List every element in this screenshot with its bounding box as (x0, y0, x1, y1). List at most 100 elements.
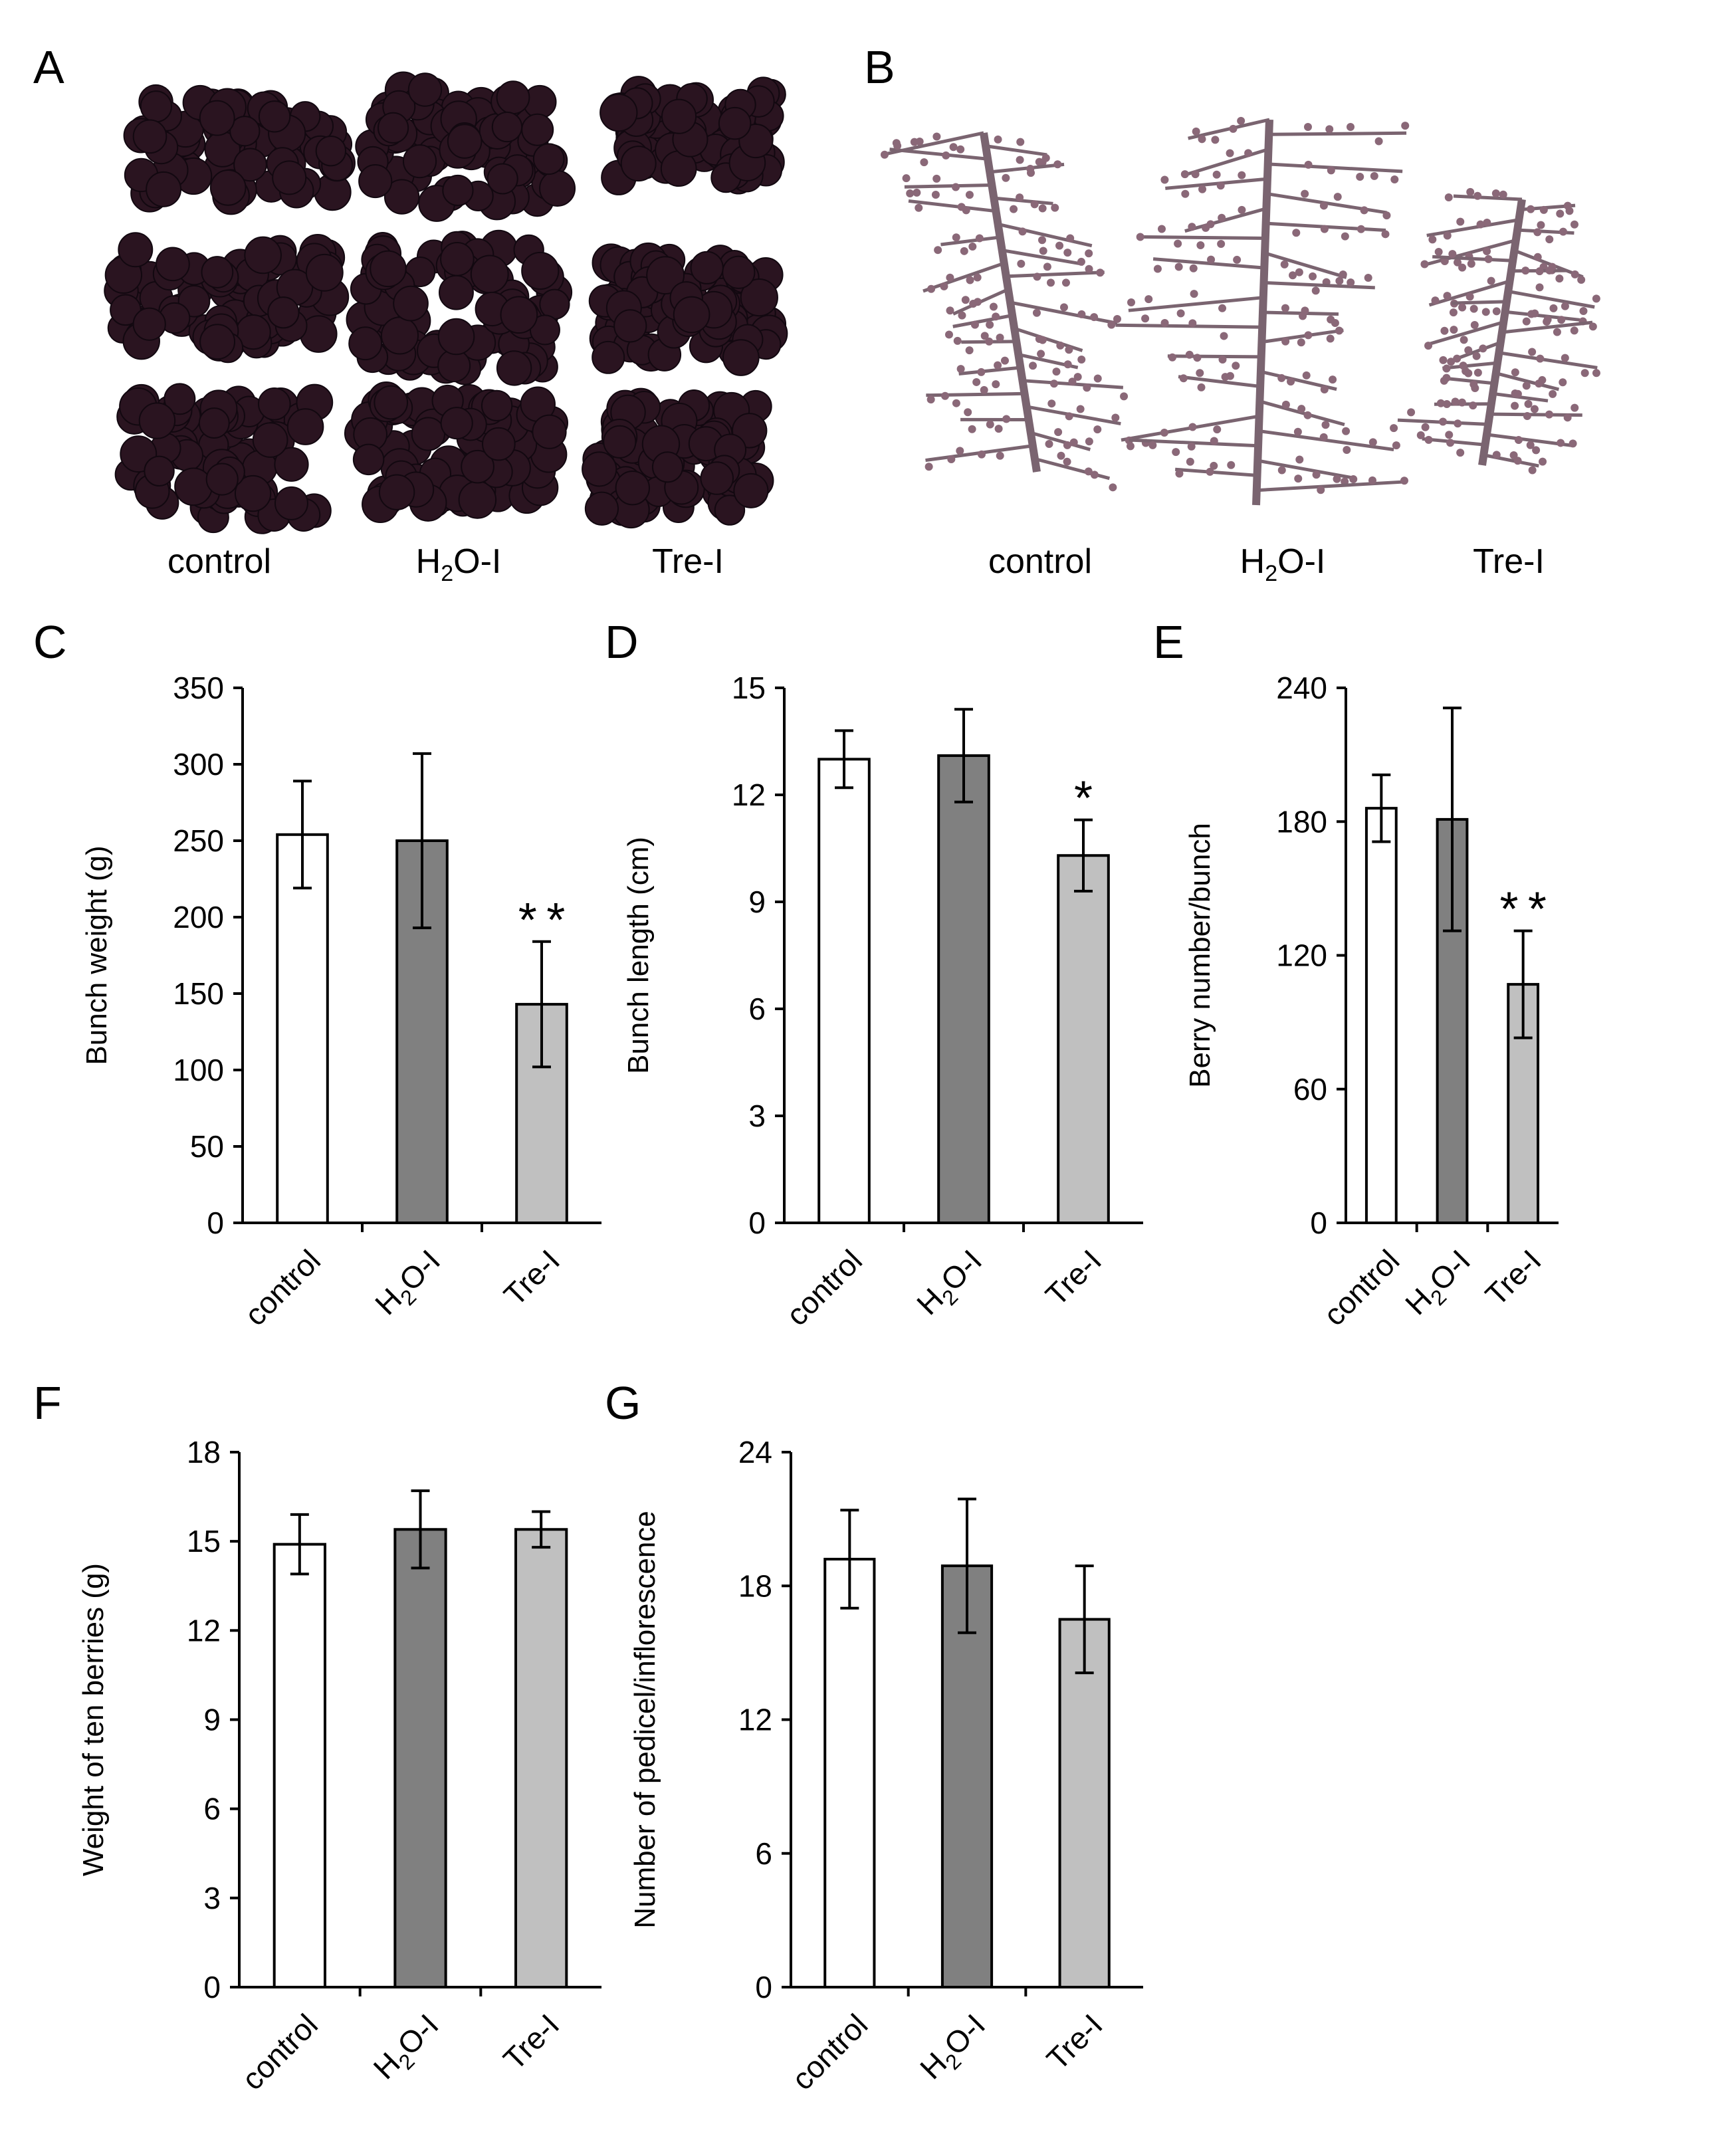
chart-e: E 0 60 120 180 240 Berry number/bunch controlH2… (1153, 616, 1559, 1333)
x-tick-label: Tre-I (1039, 1243, 1108, 1312)
chart-g: G 0 6 12 18 24 Number of pedicel/inflorescence… (605, 1377, 1143, 2097)
inflorescence (880, 131, 1129, 492)
bar-trei (1058, 1618, 1111, 1988)
y-tick-label: 15 (187, 1524, 221, 1558)
grape-bunch (104, 232, 350, 364)
y-tick-label: 240 (1276, 671, 1327, 705)
bar-control (817, 758, 871, 1225)
y-tick-label: 120 (1276, 938, 1327, 973)
y-tick-label: 100 (173, 1053, 224, 1087)
y-tick-label: 18 (187, 1435, 221, 1469)
bar-trei (514, 1528, 568, 1989)
x-tick-label: control (238, 1243, 327, 1332)
y-tick-label: 3 (748, 1099, 766, 1133)
bar-trei (1057, 854, 1110, 1224)
y-tick-label: 6 (748, 992, 766, 1026)
x-tick-label: control (780, 1243, 869, 1332)
photo-b-label-h2o: H2O-I (1240, 542, 1326, 586)
y-tick-label: 18 (738, 1568, 772, 1603)
grape-bunch (355, 71, 576, 222)
y-tick-label: 9 (748, 885, 766, 919)
y-tick-label: 9 (203, 1703, 221, 1737)
bar-h2oi (940, 1564, 994, 1988)
x-tick-label: control (235, 2007, 324, 2096)
y-tick-label: 6 (755, 1836, 772, 1871)
x-tick-label: H2O-I (368, 1243, 451, 1325)
x-tick-label: H2O-I (367, 2007, 449, 2089)
panel-letter: C (33, 616, 67, 668)
bar-control (823, 1558, 876, 1988)
x-tick-label: H2O-I (1398, 1243, 1481, 1325)
bar-trei (1507, 983, 1540, 1224)
panel-letter-b: B (864, 41, 895, 93)
y-axis-label: Number of pedicel/inflorescence (629, 1511, 661, 1929)
y-tick-label: 150 (173, 976, 224, 1011)
y-tick-label: 0 (203, 1970, 221, 2004)
y-tick-label: 250 (173, 823, 224, 858)
significance-marker: * * (518, 894, 565, 947)
panel-a: A control H2O-I Tre-I (33, 41, 788, 586)
x-tick-label: Tre-I (1479, 1243, 1548, 1312)
y-tick-label: 50 (190, 1129, 224, 1164)
y-tick-label: 12 (738, 1703, 772, 1737)
grape-bunch (588, 242, 788, 376)
photo-a-label-control: control (167, 542, 271, 581)
x-tick-label: control (1317, 1243, 1406, 1332)
panel-letter: D (605, 616, 639, 668)
y-tick-label: 15 (732, 671, 766, 705)
photo-b-label-tre: Tre-I (1473, 542, 1545, 581)
panel-b: B control H2O-I Tre-I (864, 41, 1600, 586)
y-tick-label: 3 (203, 1881, 221, 1915)
grape-bunch (346, 229, 573, 386)
y-axis-label: Berry number/bunch (1184, 823, 1216, 1088)
bar-control (272, 1543, 326, 1988)
grape-bunch (123, 84, 356, 215)
x-tick-label: Tre-I (1040, 2007, 1109, 2076)
y-axis-label: Weight of ten berries (g) (77, 1563, 110, 1876)
y-tick-label: 200 (173, 900, 224, 934)
y-tick-label: 12 (187, 1613, 221, 1648)
chart-c: C 0 50 100 150 200 250 300 350 Bunch weight (g) co… (33, 616, 601, 1333)
panel-letter: F (33, 1377, 62, 1429)
x-tick-label: control (785, 2007, 874, 2096)
x-tick-label: Tre-I (496, 2007, 566, 2076)
grape-bunch-photo (104, 71, 788, 534)
chart-d: D 0 3 6 9 12 15 Bunch length (cm) control H2O-I * T… (605, 616, 1143, 1333)
inflorescence (1113, 116, 1410, 506)
grape-bunch (114, 383, 334, 534)
y-tick-label: 180 (1276, 804, 1327, 839)
bar-control (276, 833, 329, 1225)
inflorescence-photo (880, 116, 1600, 506)
significance-marker: * * (1499, 883, 1546, 936)
x-tick-label: H2O-I (913, 2007, 996, 2089)
y-tick-label: 0 (1310, 1206, 1327, 1240)
y-tick-label: 0 (755, 1970, 772, 2004)
significance-marker: * (1074, 772, 1093, 825)
bar-h2oi (393, 1528, 447, 1989)
grape-bunch (344, 381, 568, 523)
y-tick-label: 350 (173, 671, 224, 705)
x-tick-label: Tre-I (497, 1243, 566, 1312)
y-axis-label: Bunch length (cm) (622, 837, 655, 1074)
bar-h2oi (937, 754, 990, 1224)
photo-b-label-control: control (988, 542, 1092, 581)
y-tick-label: 0 (207, 1206, 224, 1240)
panel-letter: G (605, 1377, 641, 1429)
photo-a-label-tre: Tre-I (652, 542, 724, 581)
y-tick-label: 24 (738, 1435, 772, 1469)
chart-f: F 0 3 6 9 12 15 18 Weight of ten berries (g) cont… (33, 1377, 601, 2097)
inflorescence (1390, 187, 1600, 475)
panel-letter-a: A (33, 41, 64, 93)
bar-control (1364, 807, 1398, 1224)
grape-bunch (582, 387, 774, 529)
y-tick-label: 12 (732, 778, 766, 812)
x-tick-label: H2O-I (910, 1243, 992, 1325)
grape-bunch (599, 76, 786, 195)
y-tick-label: 60 (1293, 1072, 1327, 1107)
y-tick-label: 300 (173, 747, 224, 782)
photo-a-label-h2o: H2O-I (416, 542, 502, 586)
panel-letter: E (1153, 616, 1184, 668)
y-axis-label: Bunch weight (g) (80, 845, 113, 1065)
